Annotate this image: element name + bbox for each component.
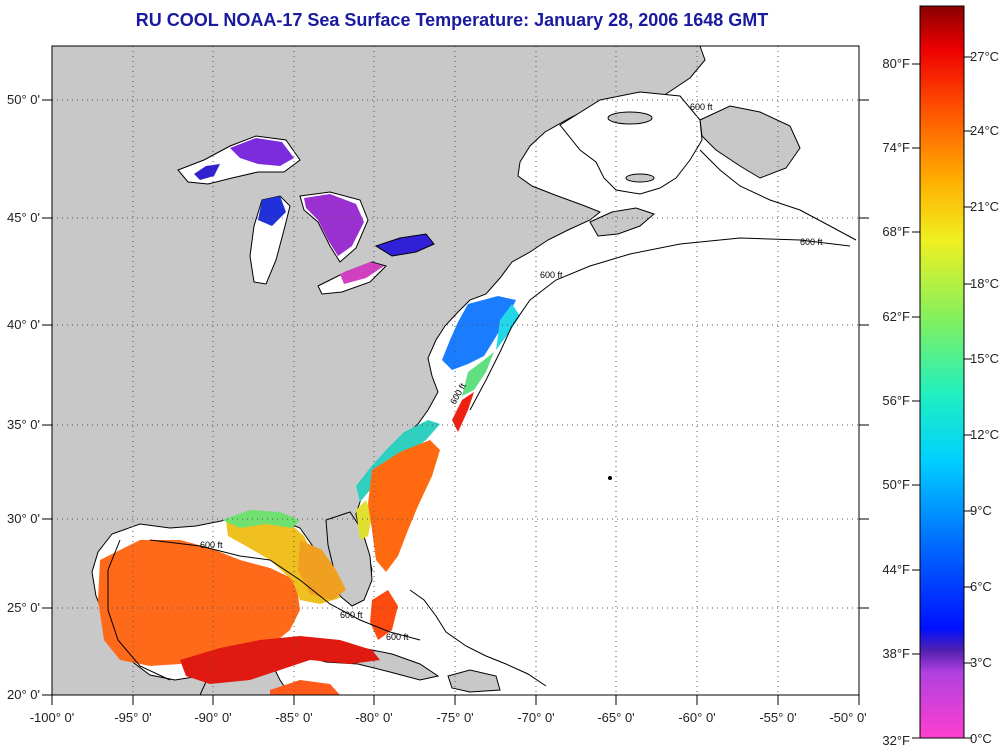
- celsius-label: 27°C: [970, 49, 999, 64]
- lon-label: -80° 0': [355, 710, 392, 725]
- map-title: RU COOL NOAA-17 Sea Surface Temperature:…: [135, 10, 769, 30]
- contour-label: 600 ft: [340, 610, 363, 620]
- sst-caribbean: [180, 636, 380, 684]
- colorbar: [919, 5, 965, 739]
- lon-label: -55° 0': [759, 710, 796, 725]
- celsius-label: 15°C: [970, 351, 999, 366]
- lat-label: 20° 0': [7, 687, 40, 702]
- fahrenheit-label: 80°F: [882, 56, 910, 71]
- celsius-label: 24°C: [970, 123, 999, 138]
- contour-label: 600 ft: [386, 632, 409, 642]
- contour-label: 600 ft: [800, 237, 823, 247]
- fahrenheit-label: 56°F: [882, 393, 910, 408]
- lon-label: -65° 0': [597, 710, 634, 725]
- lat-label: 30° 0': [7, 511, 40, 526]
- fahrenheit-label: 44°F: [882, 562, 910, 577]
- contour-label: 600 ft: [690, 102, 713, 112]
- celsius-label: 0°C: [970, 731, 992, 746]
- contour-600ft-gulf: [149, 539, 421, 641]
- sst-nc-green: [462, 352, 494, 396]
- lon-label: -50° 0': [829, 710, 866, 725]
- hispaniola-land: [447, 669, 501, 693]
- celsius-label: 6°C: [970, 579, 992, 594]
- latitude-labels: 50° 0' 45° 0' 40° 0' 35° 0' 30° 0' 25° 0…: [7, 92, 40, 702]
- celsius-label: 3°C: [970, 655, 992, 670]
- colorbar-celsius-labels: 27°C 24°C 21°C 18°C 15°C 12°C 9°C 6°C 3°…: [970, 49, 999, 746]
- sst-gulfstream-nc: [452, 392, 474, 432]
- sst-shelf-cyan: [496, 304, 520, 350]
- lat-label: 35° 0': [7, 417, 40, 432]
- lat-label: 25° 0': [7, 600, 40, 615]
- lat-label: 40° 0': [7, 317, 40, 332]
- lake-superior-sst: [230, 138, 294, 166]
- longitude-labels: -100° 0' -95° 0' -90° 0' -85° 0' -80° 0'…: [30, 710, 867, 725]
- fahrenheit-label: 32°F: [882, 733, 910, 748]
- contour-label: 600 ft: [540, 270, 563, 280]
- lake-ontario: [374, 233, 435, 257]
- sst-west-florida: [298, 540, 346, 600]
- lon-label: -95° 0': [114, 710, 151, 725]
- lon-label: -60° 0': [678, 710, 715, 725]
- celsius-label: 21°C: [970, 199, 999, 214]
- graticule: [52, 46, 859, 695]
- bahamas-outline: [409, 589, 547, 687]
- sst-caribbean-south: [270, 680, 340, 695]
- contour-600ft-grand-banks: [699, 149, 857, 241]
- lake-erie-sst: [340, 262, 384, 284]
- sst-gulf-mexico: [98, 540, 300, 666]
- fahrenheit-label: 62°F: [882, 309, 910, 324]
- lon-label: -85° 0': [275, 710, 312, 725]
- sst-gulf-coast-green: [222, 510, 300, 528]
- colorbar-ticks: [912, 56, 972, 739]
- colorbar-fahrenheit-labels: 80°F 74°F 68°F 62°F 56°F 50°F 44°F 38°F …: [882, 56, 910, 748]
- celsius-label: 12°C: [970, 427, 999, 442]
- lon-label: -70° 0': [517, 710, 554, 725]
- lon-label: -90° 0': [194, 710, 231, 725]
- sst-florida-keys: [370, 590, 398, 640]
- contour-600ft: [469, 237, 851, 411]
- sst-mid-atlantic: [442, 296, 516, 370]
- contour-label: 600 ft: [200, 540, 223, 550]
- celsius-label: 9°C: [970, 503, 992, 518]
- lat-label: 45° 0': [7, 210, 40, 225]
- pei-island: [625, 173, 655, 183]
- sst-ga-fl-yellow: [356, 500, 372, 540]
- contour-600ft-gulf-west: [107, 539, 171, 681]
- celsius-label: 18°C: [970, 276, 999, 291]
- sst-gulfstream-se: [368, 440, 440, 572]
- lon-label: -100° 0': [30, 710, 75, 725]
- newfoundland-land: [699, 105, 801, 179]
- fahrenheit-label: 38°F: [882, 646, 910, 661]
- axis-ticks: [42, 99, 869, 705]
- fahrenheit-label: 68°F: [882, 224, 910, 239]
- gulf-st-lawrence: [559, 91, 703, 195]
- fahrenheit-label: 74°F: [882, 140, 910, 155]
- lake-michigan-sst: [258, 196, 286, 226]
- lake-huron-sst: [304, 194, 364, 256]
- anticosti-island: [607, 111, 653, 125]
- lat-label: 50° 0': [7, 92, 40, 107]
- lon-label: -75° 0': [436, 710, 473, 725]
- bermuda-dot: [608, 476, 612, 480]
- fahrenheit-label: 50°F: [882, 477, 910, 492]
